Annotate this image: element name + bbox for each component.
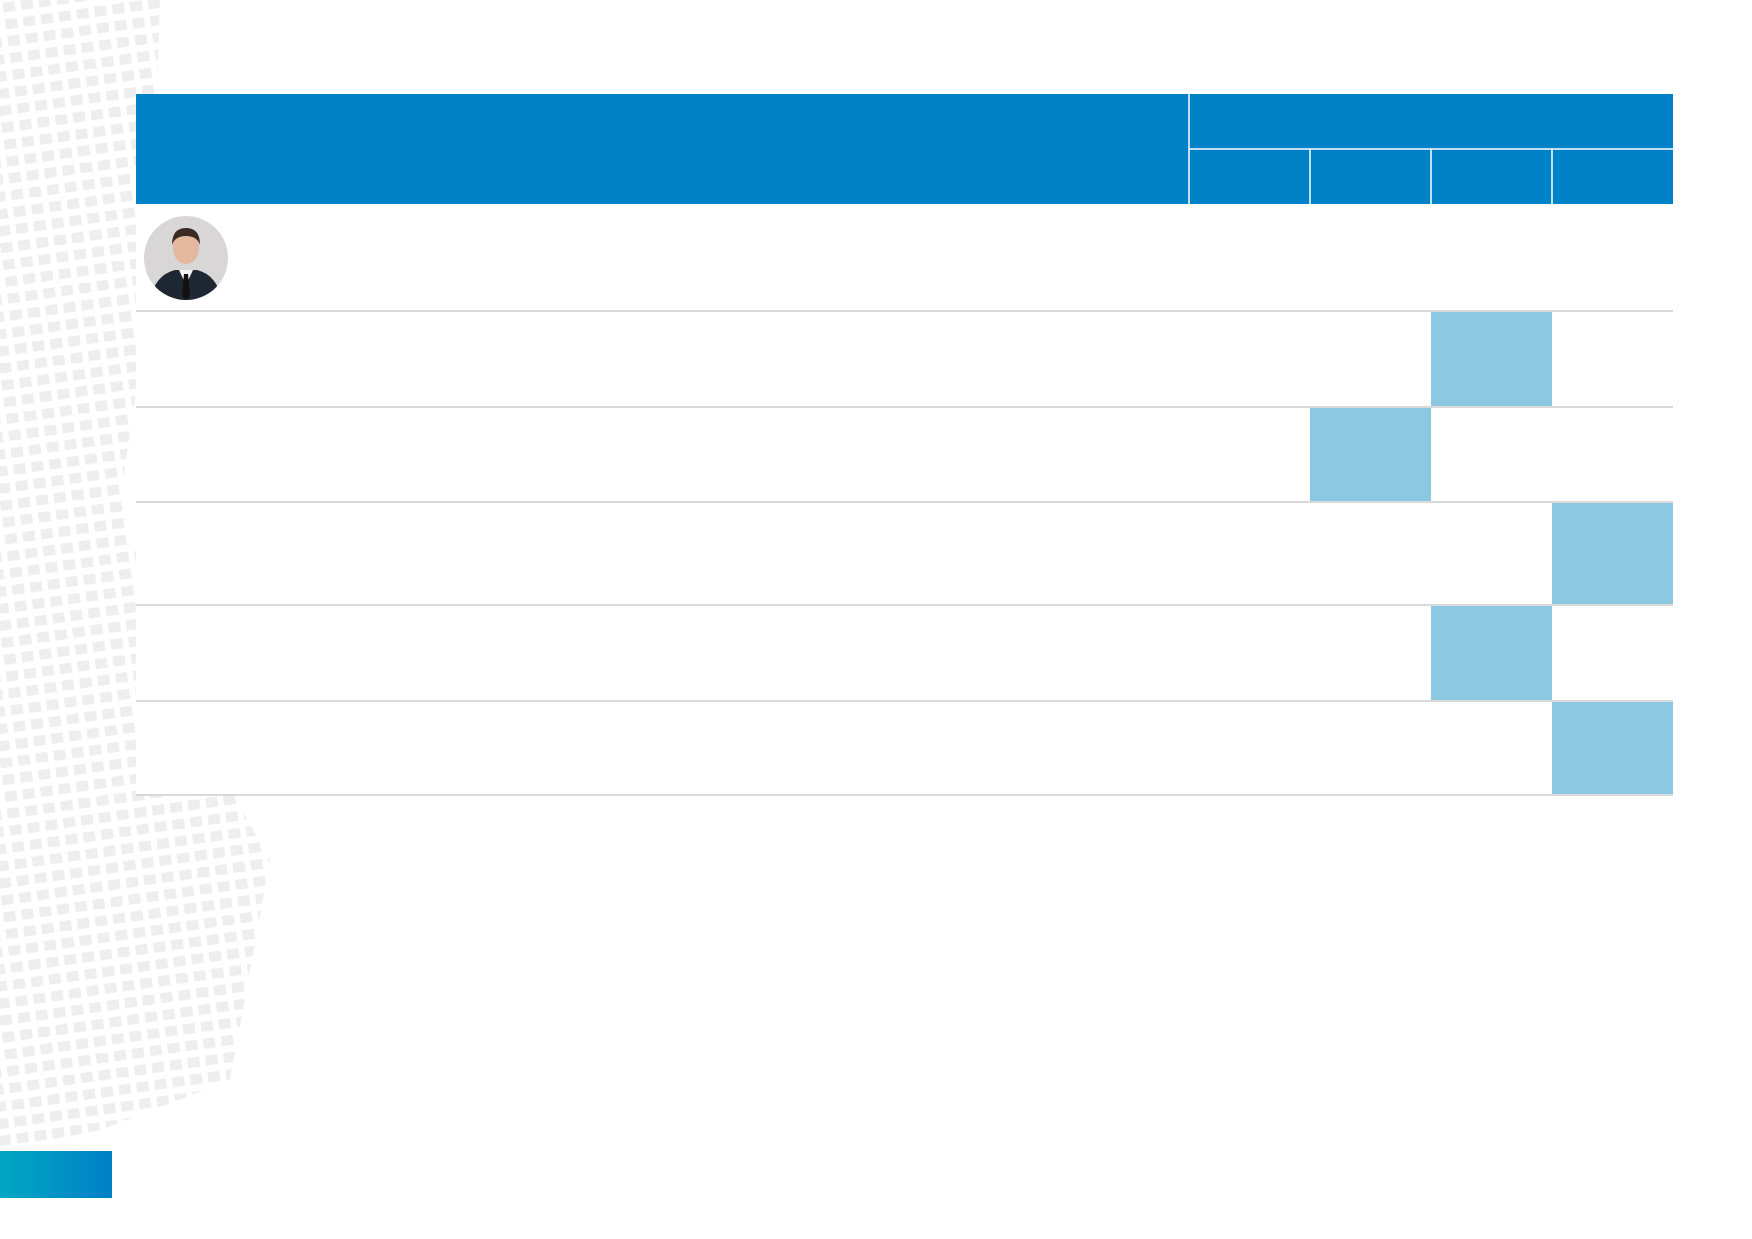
table-body bbox=[136, 204, 1673, 795]
portrait-photo bbox=[144, 216, 228, 300]
highlight-cell bbox=[1431, 311, 1552, 407]
header-dividers bbox=[1188, 94, 1673, 204]
accent-bar bbox=[0, 1151, 112, 1198]
highlight-cell bbox=[1431, 605, 1552, 701]
row-rules bbox=[136, 310, 1673, 796]
table bbox=[136, 94, 1673, 796]
highlight-cell bbox=[1552, 502, 1673, 605]
highlight-cell bbox=[1552, 701, 1673, 795]
highlight-cells bbox=[1310, 311, 1673, 795]
decor-pattern bbox=[0, 0, 270, 1150]
highlight-cell bbox=[1310, 407, 1431, 502]
